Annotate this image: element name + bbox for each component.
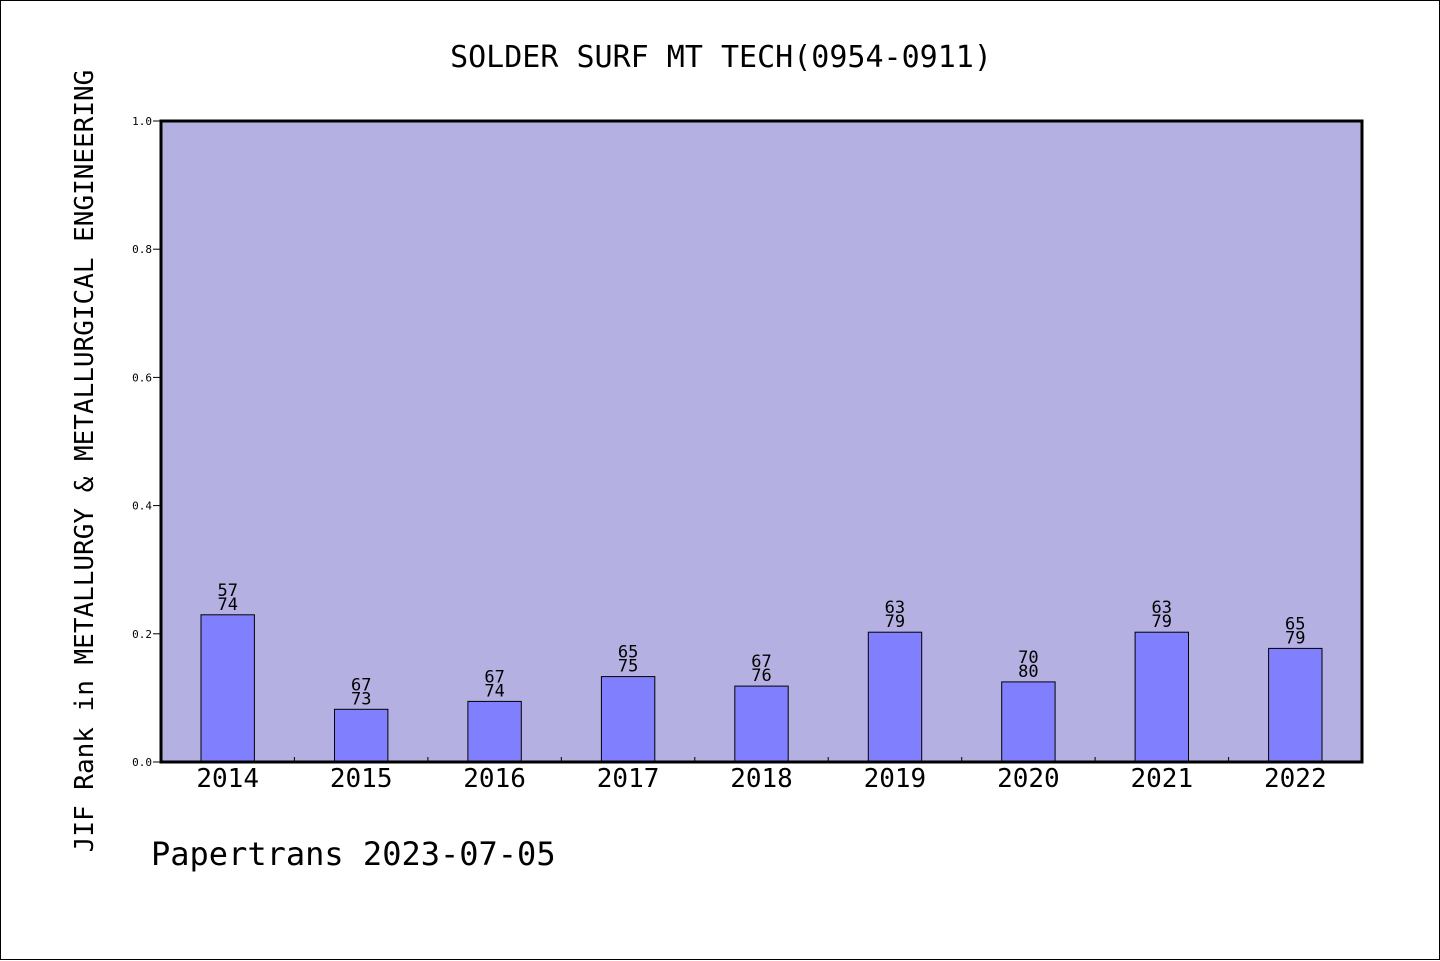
- bar: [1001, 681, 1056, 763]
- x-axis-ticks: 2014 2015 2016 2017 2018 2019 2020 2021 2022: [196, 757, 1327, 794]
- bar: [734, 685, 789, 763]
- bar: [467, 700, 522, 763]
- x-tick-label: 2019: [864, 764, 927, 794]
- bar-total-label: 75: [618, 657, 638, 677]
- y-tick-label: 0.4: [132, 500, 152, 513]
- bar-total-label: 80: [1018, 662, 1038, 682]
- y-tick-label: 0.8: [132, 243, 152, 256]
- bar-rank-label: 65: [618, 643, 638, 663]
- y-tick-label: 0.2: [132, 628, 152, 641]
- bars-group: [200, 614, 1323, 763]
- y-axis-ticks: 0.0 0.2 0.4 0.6 0.8 1.0: [132, 115, 161, 769]
- x-tick-label: 2021: [1130, 764, 1193, 794]
- y-tick-label: 0.6: [132, 371, 152, 384]
- bar-rank-label: 65: [1285, 614, 1305, 634]
- bar-total-label: 74: [484, 681, 504, 701]
- bar-rank-label: 63: [1152, 598, 1172, 618]
- bar: [200, 614, 255, 763]
- x-tick-label: 2015: [330, 764, 393, 794]
- bar-total-label: 76: [751, 666, 771, 686]
- bar-rank-label: 67: [351, 675, 371, 695]
- bar-total-label: 74: [217, 595, 237, 615]
- bar: [600, 676, 656, 763]
- bar: [867, 631, 923, 763]
- bar-total-label: 79: [1285, 628, 1305, 648]
- footer-credit: Papertrans 2023-07-05: [151, 835, 556, 873]
- bar-rank-label: 57: [217, 581, 237, 601]
- bar-rank-label: 63: [885, 598, 905, 618]
- bar-rank-label: 70: [1018, 648, 1038, 668]
- x-tick-label: 2016: [463, 764, 526, 794]
- bar: [1134, 631, 1189, 763]
- bar-total-label: 73: [351, 689, 371, 709]
- plot-border: [159, 119, 1364, 764]
- x-tick-label: 2017: [597, 764, 660, 794]
- bar-rank-label: 67: [484, 667, 504, 687]
- y-tick-label: 1.0: [132, 115, 152, 128]
- y-axis-label: JIF Rank in METALLURGY & METALLURGICAL E…: [70, 70, 100, 853]
- y-tick-label: 0.0: [132, 756, 152, 769]
- x-tick-label: 2014: [196, 764, 259, 794]
- bar-total-label: 79: [1152, 612, 1172, 632]
- chart-title: SOLDER SURF MT TECH(0954-0911): [450, 40, 992, 75]
- bar-total-label: 79: [885, 612, 905, 632]
- bar: [334, 708, 389, 763]
- bar: [1268, 647, 1323, 763]
- x-tick-label: 2020: [997, 764, 1060, 794]
- x-tick-label: 2018: [730, 764, 793, 794]
- x-tick-label: 2022: [1264, 764, 1327, 794]
- bar-rank-label: 67: [751, 652, 771, 672]
